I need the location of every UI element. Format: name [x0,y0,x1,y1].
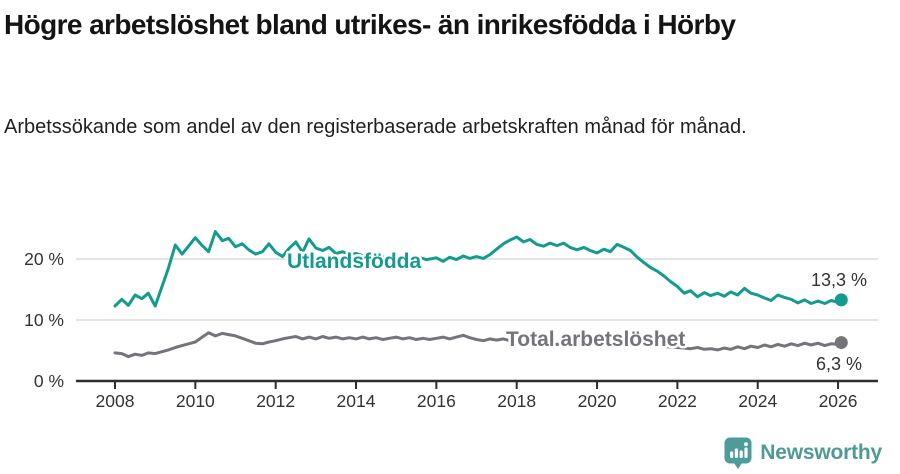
y-tick-label-10: 10 % [24,310,64,330]
x-tick-label-2024: 2024 [738,391,777,411]
end-dot-utlandsfodda [834,293,848,307]
line-utlandsfodda [113,230,843,308]
x-tick-label-2010: 2010 [176,391,215,411]
x-tick-label-2026: 2026 [819,391,858,411]
end-value-label-utlandsfodda: 13,3 % [811,270,867,290]
end-dot-total [834,336,848,350]
x-tick-label-2018: 2018 [497,391,536,411]
x-tick-label-2022: 2022 [658,391,697,411]
newsworthy-logo-text: Newsworthy [760,441,882,464]
end-value-label-total: 6,3 % [816,354,862,374]
line-total [113,331,843,359]
x-tick-label-2012: 2012 [256,391,295,411]
chart-subtitle: Arbetssökande som andel av den registerb… [4,116,747,138]
y-tick-label-0: 0 % [34,371,64,391]
unemployment-line-chart: 0 % 10 % 20 % 2008 2010 2012 2014 2016 2018 2020 2… [24,230,878,411]
x-tick-label-2008: 2008 [96,391,135,411]
newsworthy-logo: Newsworthy [723,436,882,470]
x-tick-label-2020: 2020 [578,391,617,411]
x-tick-label-2014: 2014 [337,391,376,411]
series-label-total: Total arbetslöshet [506,328,685,351]
page-title: Högre arbetslöshet bland utrikes- än inr… [4,9,736,40]
newsworthy-bubble-chart-icon [724,437,752,469]
series-label-utlandsfodda: Utlandsfödda [287,250,421,273]
y-tick-label-20: 20 % [24,249,64,269]
x-tick-label-2016: 2016 [417,391,456,411]
